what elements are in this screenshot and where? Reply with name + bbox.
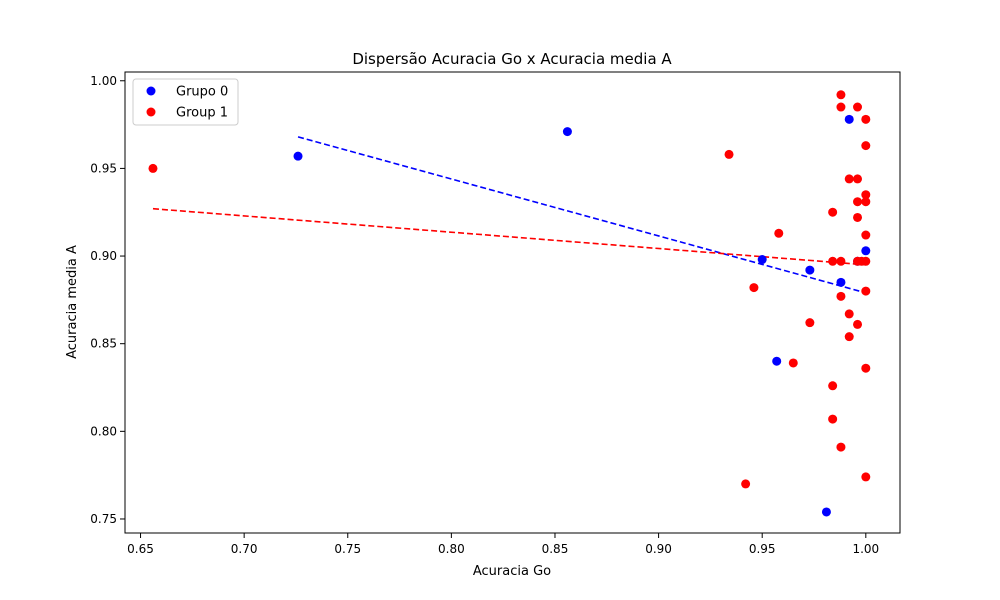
point-series-1-27	[861, 141, 871, 151]
x-tick-label: 0.90	[645, 542, 672, 556]
point-series-1-6	[805, 318, 815, 328]
point-series-1-11	[836, 90, 846, 100]
chart-title: Dispersão Acuracia Go x Acuracia media A	[352, 50, 672, 68]
legend-marker-series-0	[146, 86, 156, 96]
point-series-1-18	[844, 332, 854, 342]
point-series-1-21	[853, 197, 863, 207]
y-tick-label: 0.75	[90, 512, 117, 526]
point-series-1-17	[844, 309, 854, 319]
legend-label-series-1: Group 1	[176, 106, 228, 121]
x-tick-label: 0.70	[231, 542, 258, 556]
point-series-1-4	[774, 228, 784, 238]
x-tick-label: 0.75	[334, 542, 361, 556]
point-series-1-20	[853, 174, 863, 184]
point-series-0-5	[821, 507, 831, 517]
point-series-1-5	[788, 358, 798, 368]
point-series-1-32	[861, 286, 871, 296]
point-series-0-7	[844, 114, 854, 124]
point-series-1-9	[828, 381, 838, 391]
x-tick-label: 0.80	[438, 542, 465, 556]
point-series-1-7	[828, 207, 838, 217]
y-tick-label: 1.00	[90, 74, 117, 88]
y-axis-label: Acuracia media A	[65, 245, 80, 359]
point-series-1-8	[828, 256, 838, 266]
trendline-series-1	[152, 207, 866, 266]
trendline-series-0	[297, 136, 867, 294]
y-tick-label: 0.80	[90, 424, 117, 438]
x-tick-label: 0.95	[749, 542, 776, 556]
point-series-1-10	[828, 414, 838, 424]
y-tick-label: 0.90	[90, 249, 117, 263]
point-series-1-26	[861, 114, 871, 124]
legend-marker-series-1	[146, 107, 156, 117]
point-series-1-29	[861, 197, 871, 207]
point-series-1-0	[148, 163, 158, 173]
point-series-1-22	[853, 212, 863, 222]
legend-box	[132, 78, 239, 126]
x-tick-label: 0.65	[127, 542, 154, 556]
point-series-1-12	[836, 102, 846, 112]
x-tick-label: 1.00	[852, 542, 879, 556]
point-series-1-1	[724, 149, 734, 159]
x-axis-label: Acuracia Go	[473, 564, 551, 579]
point-series-1-28	[861, 190, 871, 200]
plot-area: 0.65 0.70 0.75 0.80 0.85 0.90 0.95 1.00 0.75 0.80…	[90, 71, 901, 556]
point-series-1-24	[853, 319, 863, 329]
point-series-1-15	[836, 442, 846, 452]
point-series-0-6	[836, 277, 846, 287]
point-series-0-4	[805, 265, 815, 275]
plot-frame	[124, 71, 901, 534]
point-series-1-30	[861, 230, 871, 240]
point-series-0-9	[861, 246, 871, 256]
point-series-1-33	[861, 363, 871, 373]
y-tick-label: 0.95	[90, 161, 117, 175]
x-tick-label: 0.85	[542, 542, 569, 556]
point-series-1-3	[749, 283, 759, 293]
point-series-0-0	[293, 151, 303, 161]
point-series-1-16	[844, 174, 854, 184]
point-series-1-2	[741, 479, 751, 489]
point-series-1-19	[853, 102, 863, 112]
point-series-1-34	[861, 472, 871, 482]
point-series-1-14	[836, 291, 846, 301]
y-tick-label: 0.85	[90, 337, 117, 351]
point-series-0-3	[772, 356, 782, 366]
point-series-0-2	[757, 255, 767, 265]
legend-label-series-0: Grupo 0	[176, 85, 228, 100]
point-series-0-1	[562, 127, 572, 137]
point-series-1-13	[836, 256, 846, 266]
legend: Grupo 0 Group 1	[132, 78, 239, 126]
point-series-1-31	[861, 256, 871, 266]
